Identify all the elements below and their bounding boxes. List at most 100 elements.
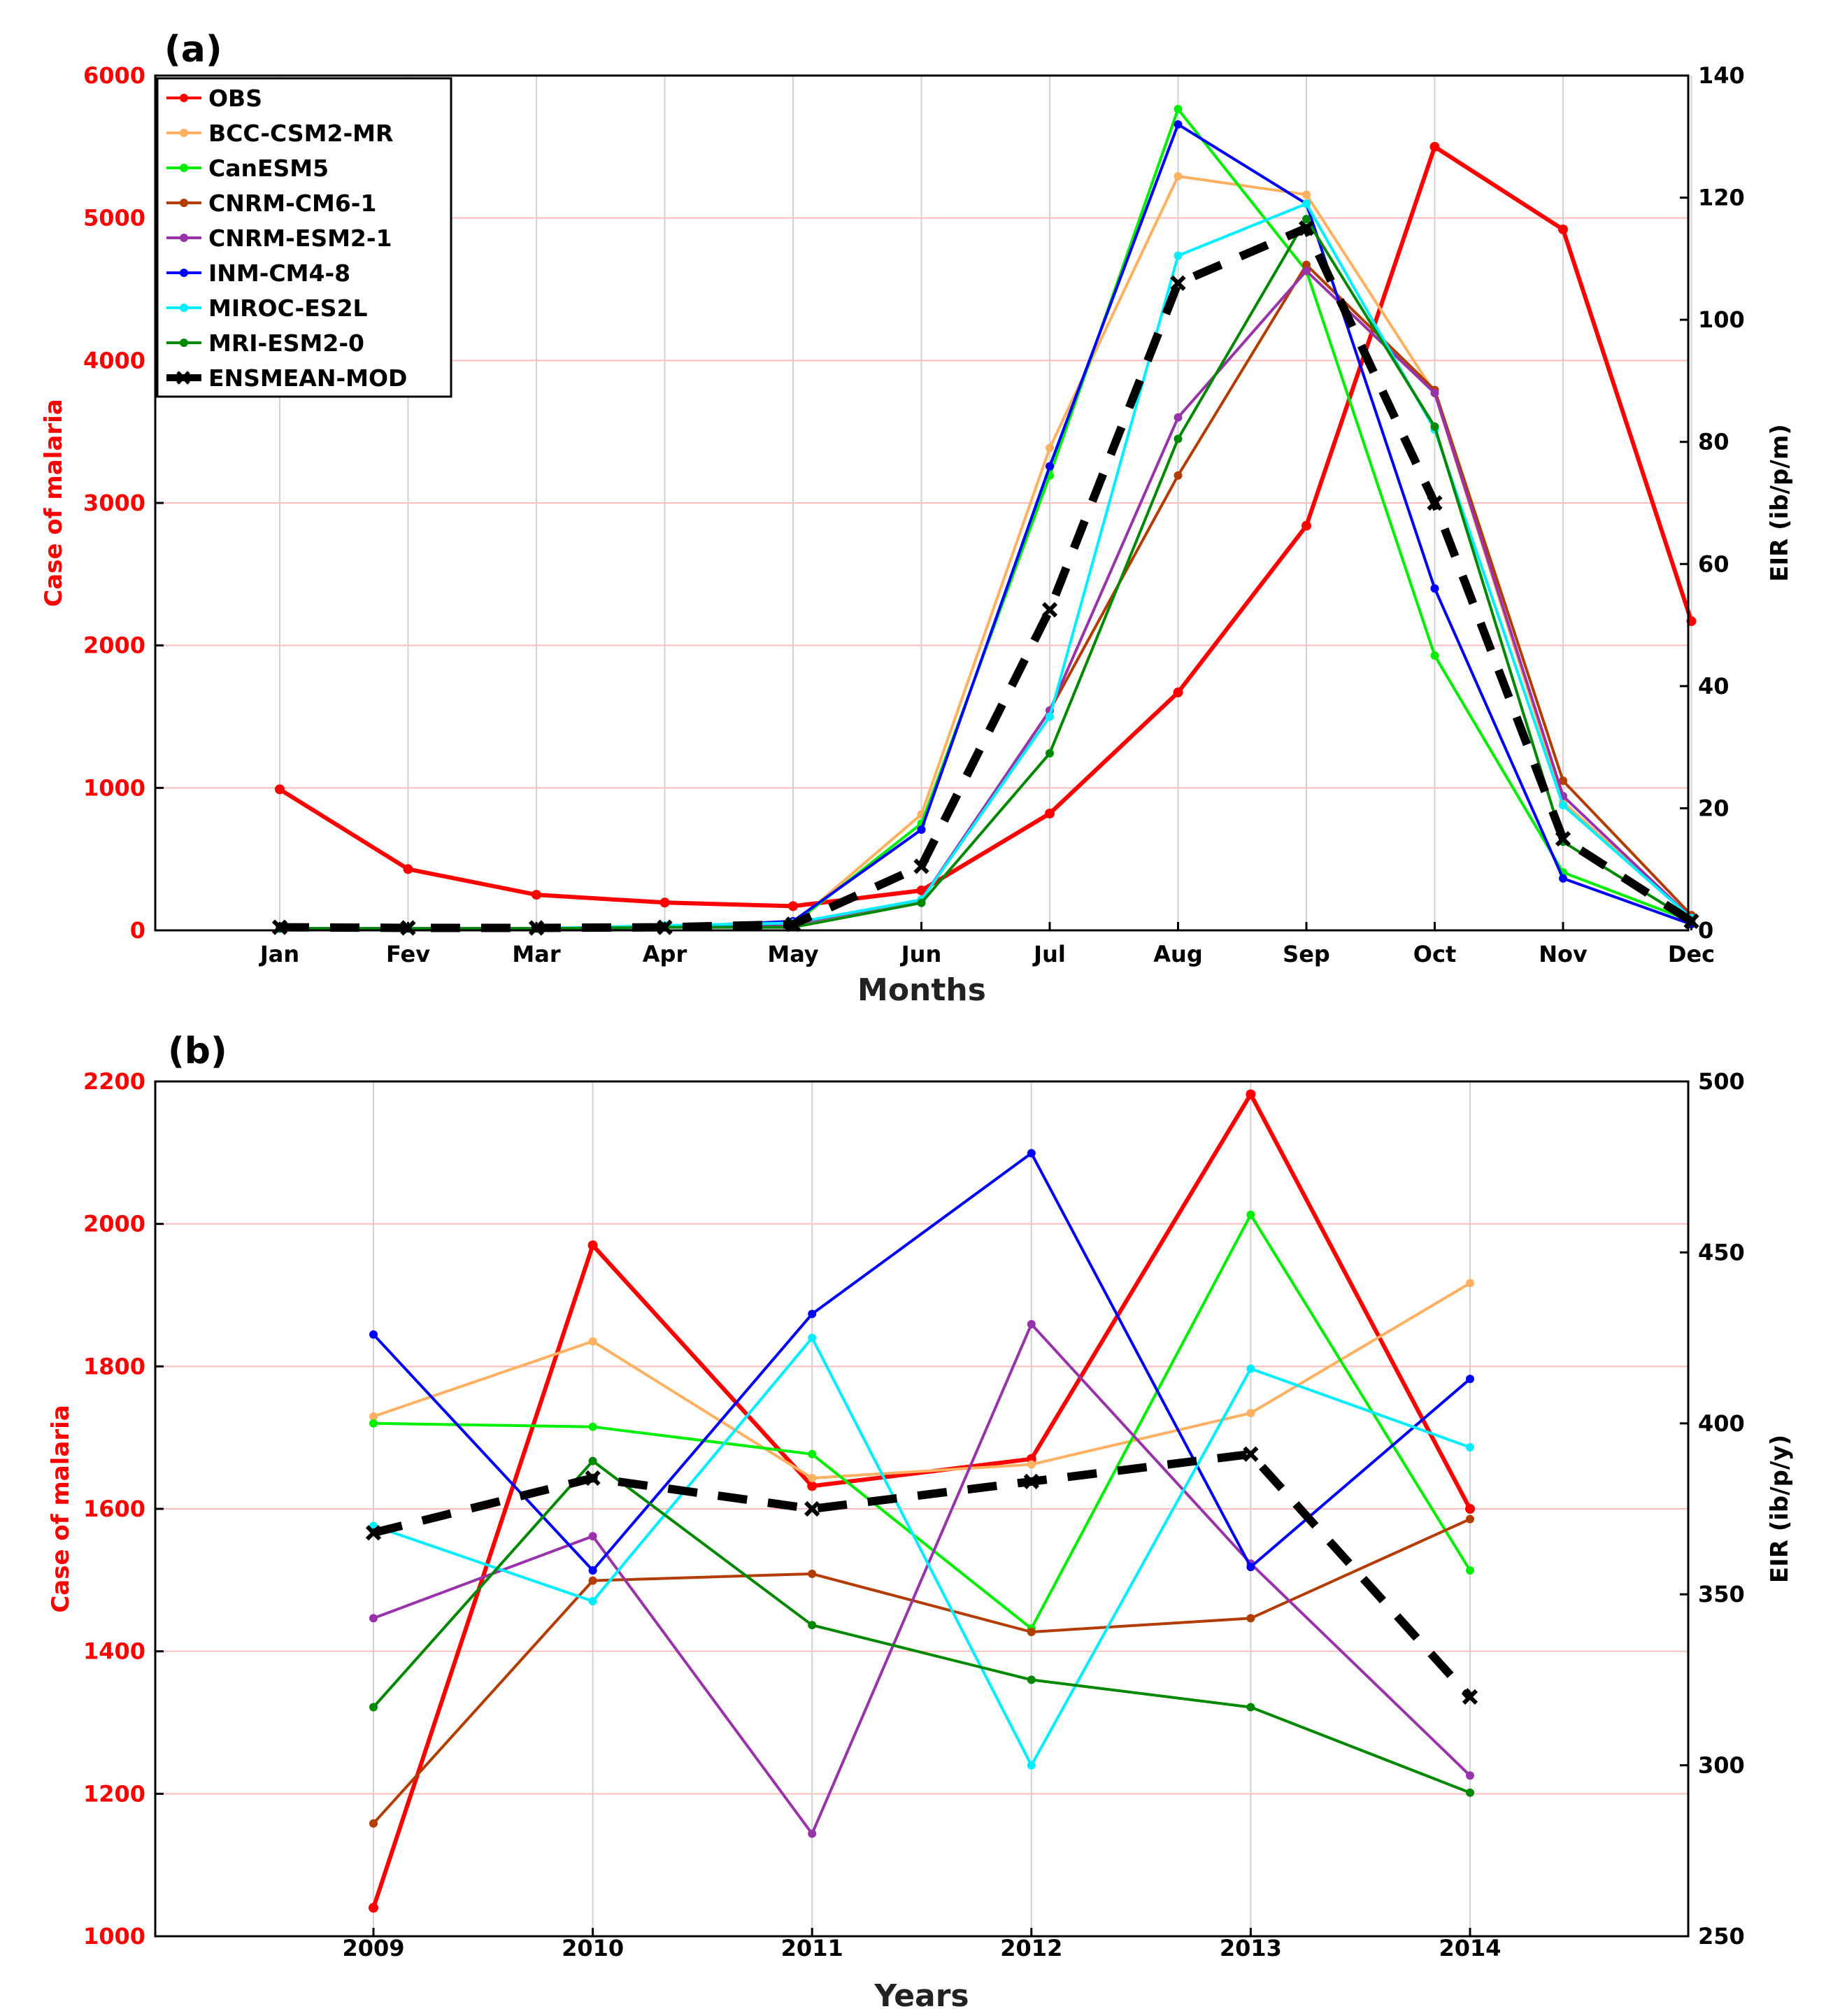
left-tick-label: 5000: [83, 205, 145, 232]
series-line-cnrm-cm6-1: [372, 1517, 1471, 1825]
data-point: [587, 1240, 598, 1251]
legend-label: OBS: [208, 85, 262, 112]
panel-b-ticks: 1000 1200 1400 1600 1800 2000 2200 250 300 350 400…: [83, 1068, 1745, 1961]
data-point: [1466, 1375, 1474, 1384]
x-tick-label: Sep: [1283, 941, 1330, 967]
data-point: [1466, 1566, 1474, 1575]
data-point: [369, 1330, 378, 1339]
data-point: [808, 1309, 817, 1319]
data-point: [1559, 776, 1567, 786]
legend-entry-obs: OBS: [166, 85, 262, 112]
legend-marker: [180, 164, 188, 172]
data-point: [1298, 220, 1315, 236]
data-point: [1246, 1089, 1256, 1100]
legend-entry-inm-cm4-8: INM-CM4-8: [166, 260, 350, 287]
x-tick-label: Jul: [1032, 941, 1066, 967]
data-point: [585, 1470, 601, 1486]
data-point: [1174, 471, 1183, 480]
x-tick-label: Jan: [259, 941, 299, 967]
legend-label: CNRM-CM6-1: [208, 190, 376, 217]
data-point: [1023, 1473, 1039, 1490]
legend-marker: [180, 339, 188, 347]
panel-b-ylabel-left: Case of malaria: [47, 1405, 75, 1612]
legend-entry-bcc-csm2-mr: BCC-CSM2-MR: [166, 120, 393, 147]
legend-label: MIROC-ES2L: [208, 294, 368, 322]
data-point: [369, 1903, 378, 1913]
data-point: [804, 1500, 820, 1517]
data-point: [1302, 215, 1311, 224]
data-point: [588, 1456, 597, 1465]
data-point: [1559, 801, 1567, 810]
panel-a-ylabel-left: Case of malaria: [40, 399, 68, 606]
data-point: [1246, 1364, 1255, 1373]
data-point: [1302, 260, 1311, 269]
x-tick-label: Jun: [900, 941, 941, 967]
left-tick-label: 1000: [83, 774, 145, 801]
data-point: [788, 901, 798, 911]
data-point: [916, 885, 927, 895]
data-point: [1174, 251, 1183, 260]
legend-marker: [176, 371, 190, 385]
data-point: [1046, 748, 1054, 758]
series-line-bcc-csm2-mr: [373, 1282, 1471, 1479]
legend-entry-ensmean-mod: ENSMEAN-MOD: [166, 364, 407, 392]
panel-b-label: (b): [168, 1030, 227, 1072]
left-tick-label: 2000: [83, 632, 145, 659]
left-tick-label: 2200: [83, 1068, 145, 1095]
legend-box: [156, 77, 452, 398]
x-tick-label: Nov: [1539, 941, 1588, 967]
data-point: [808, 1449, 817, 1458]
data-point: [808, 1474, 817, 1483]
x-tick-label: Aug: [1153, 941, 1202, 967]
data-point: [1466, 1771, 1474, 1780]
legend-entry-mri-esm2-0: MRI-ESM2-0: [166, 329, 364, 357]
series-cnrm-cm6-1: [369, 1514, 1474, 1828]
legend-entries: OBS BCC-CSM2-MR CanESM5 CNRM-CM6-1 CNRM-ESM2…: [166, 85, 407, 392]
panel-b-series: [365, 1089, 1478, 1913]
data-point: [917, 898, 926, 907]
data-point: [1246, 1210, 1255, 1219]
x-tick-label: May: [767, 941, 818, 967]
x-tick-label: 2009: [342, 1935, 404, 1961]
data-point: [369, 1419, 378, 1428]
data-point: [1466, 1443, 1474, 1452]
data-point: [1302, 267, 1311, 276]
data-point: [1246, 1409, 1255, 1418]
legend-label: CanESM5: [208, 155, 329, 182]
data-point: [917, 825, 926, 834]
data-point: [275, 784, 285, 795]
right-tick-label: 60: [1698, 551, 1729, 577]
x-tick-label: Apr: [643, 941, 687, 967]
panel-b-xlabel: Years: [873, 1978, 969, 2014]
series-ensmean-mod: [365, 1446, 1478, 1705]
series-line-canesm5: [373, 1213, 1471, 1631]
series-inm-cm4-8: [369, 1149, 1474, 1575]
data-point: [1027, 1149, 1036, 1158]
data-point: [1466, 1788, 1474, 1797]
x-tick-label: 2011: [781, 1935, 843, 1961]
data-point: [1559, 874, 1567, 883]
data-point: [588, 1422, 597, 1431]
data-point: [1174, 172, 1183, 181]
data-point: [532, 890, 541, 900]
panel-a-label: (a): [164, 29, 222, 71]
data-point: [807, 1481, 818, 1491]
legend: OBS BCC-CSM2-MR CanESM5 CNRM-CM6-1 CNRM-ESM2…: [156, 77, 452, 398]
x-tick-label: Dec: [1668, 941, 1715, 967]
legend-entry-cnrm-cm6-1: CNRM-CM6-1: [166, 190, 376, 217]
legend-marker: [180, 234, 188, 242]
left-tick-label: 1400: [83, 1638, 145, 1665]
legend-entry-miroc-es2l: MIROC-ES2L: [166, 294, 368, 322]
data-point: [1174, 120, 1183, 129]
legend-entry-canesm5: CanESM5: [166, 155, 329, 182]
right-tick-label: 400: [1698, 1410, 1745, 1437]
data-point: [1466, 1514, 1474, 1524]
data-point: [1027, 1675, 1036, 1684]
data-point: [588, 1596, 597, 1605]
legend-marker: [180, 199, 188, 207]
x-tick-label: 2013: [1220, 1935, 1282, 1961]
data-point: [1243, 1446, 1259, 1462]
series-line-mri-esm2-0: [372, 1459, 1471, 1794]
data-point: [1173, 687, 1183, 697]
data-point: [1427, 495, 1443, 511]
